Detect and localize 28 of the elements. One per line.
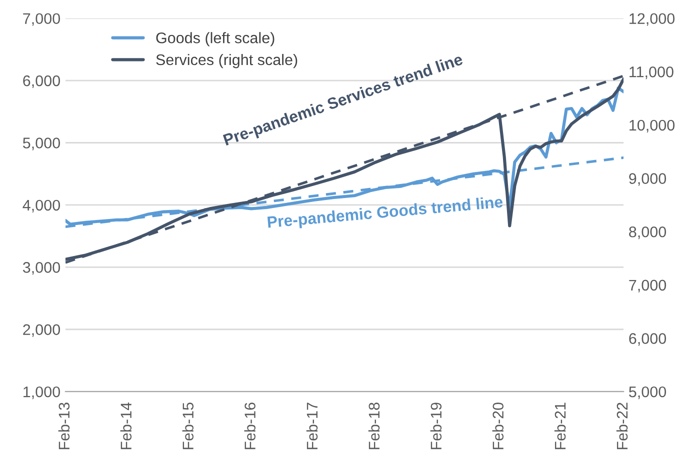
y-tick-label: 6,000	[23, 75, 60, 88]
x-tick-label: Feb-19	[430, 402, 442, 450]
y-tick-label: 3,000	[22, 262, 60, 275]
x-tick-label: Feb-17	[306, 402, 318, 450]
y-tick-label: 7,000	[23, 13, 60, 26]
y2-tick-label: 6,000	[629, 333, 666, 346]
x-tick-label: Feb-20	[492, 402, 504, 450]
y2-tick-label: 10,000	[630, 120, 675, 132]
x-tick-label: Feb-16	[244, 402, 256, 450]
x-tick-label: Feb-21	[554, 402, 566, 450]
x-tick-label: Feb-15	[182, 402, 194, 450]
legend-label: Goods (left scale)	[156, 32, 274, 46]
y2-tick-label: 9,000	[629, 173, 666, 186]
y-tick-label: 4,000	[22, 200, 60, 212]
y2-tick-label: 5,000	[629, 386, 666, 400]
y2-tick-label: 7,000	[629, 280, 666, 292]
x-tick-label: Feb-13	[58, 402, 70, 450]
y-tick-label: 2,000	[23, 324, 60, 337]
y2-tick-label: 11,000	[630, 66, 674, 80]
y2-tick-label: 8,000	[629, 226, 666, 240]
y2-tick-label: 12,000	[630, 13, 675, 26]
x-tick-label: Feb-14	[120, 402, 132, 450]
x-tick-label: Feb-22	[616, 402, 628, 450]
y-tick-label: 1,000	[24, 386, 60, 400]
annotation: Pre-pandemic Goods trend line	[267, 196, 504, 231]
x-tick-label: Feb-18	[368, 402, 380, 450]
legend-label: Services (right scale)	[156, 54, 298, 68]
y-tick-label: 5,000	[22, 138, 60, 150]
